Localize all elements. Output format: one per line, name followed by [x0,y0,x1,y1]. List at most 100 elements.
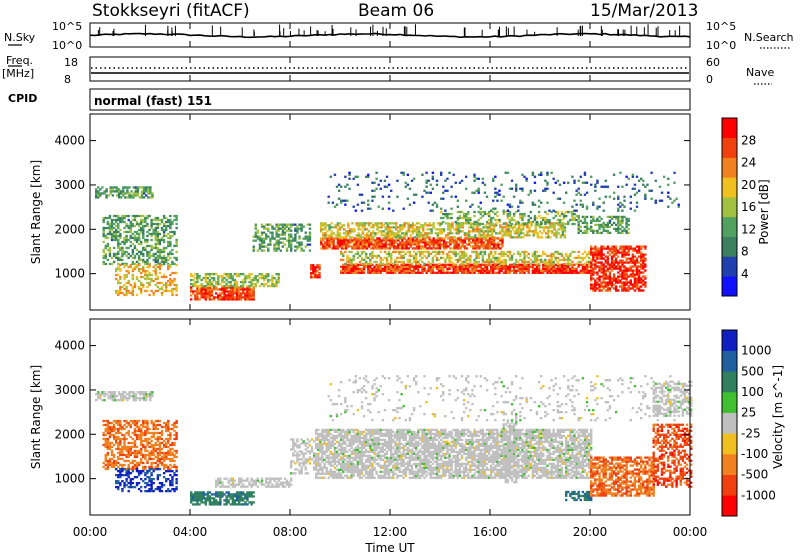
heatmap-cell [208,278,212,282]
heatmap-cell [462,269,466,272]
heatmap-cell [200,278,203,282]
heatmap-cell [592,253,595,256]
heatmap-cell [342,271,345,274]
heatmap-cell [422,241,425,244]
heatmap-cell [606,229,610,233]
heatmap-cell [376,232,379,235]
heatmap-cell [131,269,135,273]
heatmap-cell [133,256,137,260]
heatmap-cell [396,256,399,260]
heatmap-cell [533,267,537,270]
heatmap-cell [373,189,376,192]
heatmap-cell [388,241,392,244]
heatmap-cell [617,279,620,282]
heatmap-cell [125,449,128,453]
heatmap-cell [585,181,589,184]
heatmap-cell [137,429,141,433]
heatmap-cell [456,210,460,214]
heatmap-cell [581,265,585,268]
heatmap-cell [131,289,135,293]
heatmap-cell [152,218,155,222]
heatmap-cell [488,237,492,240]
heatmap-cell [131,419,135,423]
heatmap-cell [600,255,603,258]
heatmap-cell [522,232,525,235]
heatmap-cell [444,265,447,268]
heatmap-cell [669,197,672,200]
heatmap-cell [121,216,124,220]
heatmap-cell [355,245,358,248]
heatmap-cell [600,271,603,274]
heatmap-cell [627,231,630,235]
heatmap-cell [454,195,457,198]
heatmap-cell [142,467,145,471]
heatmap-cell [598,261,601,264]
heatmap-cell [212,272,216,276]
heatmap-cell [569,218,572,222]
heatmap-cell [552,191,555,194]
heatmap-cell [473,222,476,226]
heatmap-cell [569,271,572,274]
heatmap-cell [526,226,529,229]
heatmap-cell [119,267,122,271]
heatmap-cell [277,229,280,232]
heatmap-cell [326,234,329,237]
heatmap-cell [136,192,140,195]
heatmap-cell [560,265,564,268]
heatmap-cell [152,228,155,232]
heatmap-cell [127,447,130,451]
heatmap-cell [227,284,230,288]
heatmap-cell [594,289,597,292]
heatmap-cell [547,234,550,237]
heatmap-cell [196,280,199,284]
heatmap-cell [436,234,440,237]
heatmap-cell [608,247,612,250]
heatmap-cell [504,265,507,268]
heatmap-cell [467,212,470,216]
heatmap-cell [604,277,607,280]
heatmap-cell [115,419,118,423]
heatmap-cell [484,230,487,233]
heatmap-cell [252,292,255,295]
heatmap-cell [160,287,164,291]
heatmap-cell [495,245,498,248]
heatmap-cell [248,290,251,293]
heatmap-cell [450,216,453,220]
heatmap-cell [117,423,120,427]
heatmap-cell [338,222,342,225]
heatmap-cell [388,239,392,242]
heatmap-cell [242,278,245,282]
heatmap-cell [171,279,174,283]
heatmap-cell [411,228,415,231]
heatmap-cell [115,441,118,445]
heatmap-cell [577,256,580,260]
heatmap-cell [432,245,435,248]
heatmap-cell [231,274,235,278]
heatmap-cell [147,196,150,199]
heatmap-cell [365,232,369,235]
heatmap-cell [567,265,570,268]
heatmap-cell [435,183,439,186]
heatmap-cell [431,263,435,266]
heatmap-cell [171,260,174,264]
heatmap-cell [102,254,105,258]
heatmap-cell [422,245,425,248]
heatmap-cell [481,214,485,218]
heatmap-cell [457,245,460,248]
heatmap-cell [619,171,622,174]
heatmap-cell [112,252,116,256]
heatmap-cell [221,288,224,291]
heatmap-cell [635,261,639,264]
heatmap-cell [397,236,400,239]
heatmap-cell [142,285,145,289]
heatmap-cell [133,234,137,238]
heatmap-cell [237,292,241,295]
heatmap-cell [140,287,143,291]
heatmap-cell [290,245,293,248]
heatmap-cell [385,252,389,256]
heatmap-cell [556,262,560,266]
heatmap-cell [477,254,480,258]
heatmap-cell [610,285,614,288]
heatmap-cell [342,263,345,266]
heatmap-cell [629,261,632,264]
